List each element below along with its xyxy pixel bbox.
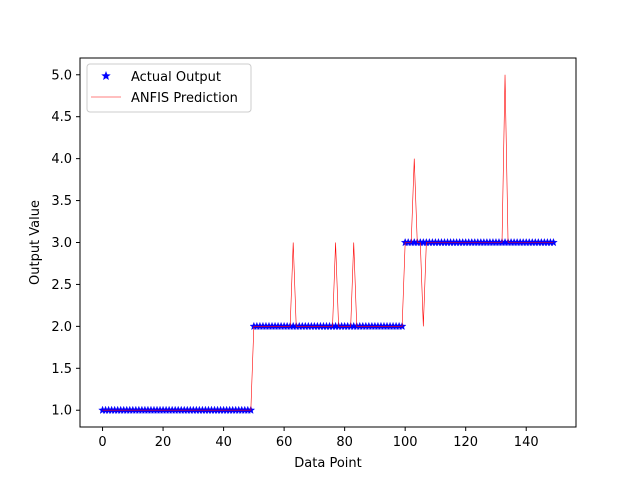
series-layer bbox=[98, 74, 558, 414]
x-tick-label: 140 bbox=[514, 435, 539, 450]
actual-point bbox=[549, 237, 558, 247]
y-tick-label: 3.0 bbox=[51, 236, 72, 251]
x-tick-label: 20 bbox=[155, 435, 172, 450]
legend-label-actual: Actual Output bbox=[131, 70, 221, 85]
x-tick-label: 0 bbox=[98, 435, 106, 450]
y-tick-label: 5.0 bbox=[51, 68, 72, 83]
y-tick-label: 2.5 bbox=[51, 278, 72, 293]
y-tick-label: 4.5 bbox=[51, 110, 72, 125]
y-tick-label: 4.0 bbox=[51, 152, 72, 167]
series-anfis-prediction-line bbox=[102, 74, 554, 411]
x-axis-label: Data Point bbox=[294, 456, 361, 471]
legend-label-prediction: ANFIS Prediction bbox=[131, 91, 238, 106]
x-axis: 0 20 40 60 80 100 120 140 bbox=[98, 427, 539, 450]
plot-area bbox=[79, 57, 577, 428]
y-tick-label: 1.5 bbox=[51, 362, 72, 377]
legend-marker-actual bbox=[101, 70, 111, 81]
y-axis-label: Output Value bbox=[28, 200, 43, 285]
x-tick-label: 120 bbox=[453, 435, 478, 450]
y-axis: 1.0 1.5 2.0 2.5 3.0 3.5 4.0 4.5 5.0 bbox=[51, 68, 80, 419]
x-tick-label: 80 bbox=[336, 435, 353, 450]
x-tick-label: 100 bbox=[393, 435, 418, 450]
y-tick-label: 3.5 bbox=[51, 194, 72, 209]
x-tick-label: 40 bbox=[215, 435, 232, 450]
legend-star-marker bbox=[101, 70, 111, 81]
y-tick-label: 2.0 bbox=[51, 320, 72, 335]
x-tick-label: 60 bbox=[276, 435, 293, 450]
series-actual-output bbox=[98, 237, 558, 414]
y-tick-label: 1.0 bbox=[51, 404, 72, 419]
legend-frame bbox=[86, 63, 252, 113]
legend: Actual Output ANFIS Prediction bbox=[86, 63, 252, 113]
